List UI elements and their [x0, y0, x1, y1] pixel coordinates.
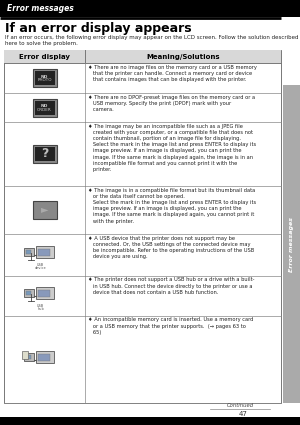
- Bar: [34, 203, 55, 217]
- Text: USB: USB: [37, 304, 44, 308]
- Text: 47: 47: [238, 411, 247, 417]
- Bar: [4, 50, 281, 63]
- Bar: [4, 50, 281, 403]
- Text: If an error occurs, the following error display may appear on the LCD screen. Fo: If an error occurs, the following error …: [5, 35, 298, 46]
- Text: Error messages: Error messages: [289, 216, 294, 272]
- Text: PHOTO: PHOTO: [37, 78, 52, 82]
- Text: hub: hub: [37, 307, 44, 311]
- Text: device: device: [35, 266, 46, 270]
- Text: ♦ There are no DPOF-preset image files on the memory card or a
   USB memory. Sp: ♦ There are no DPOF-preset image files o…: [88, 94, 255, 112]
- Bar: [0, 417, 300, 425]
- Bar: [34, 100, 55, 114]
- Text: Continued: Continued: [226, 403, 254, 408]
- Bar: [38, 354, 50, 360]
- Bar: [23, 352, 34, 360]
- Text: ?: ?: [41, 147, 48, 160]
- Bar: [38, 249, 50, 256]
- Bar: [38, 290, 50, 297]
- Text: ♦ A USB device that the printer does not support may be
   connected. Or, the US: ♦ A USB device that the printer does not…: [88, 235, 254, 259]
- Text: NO: NO: [41, 74, 48, 79]
- Bar: [35, 351, 53, 363]
- Text: USB: USB: [37, 263, 44, 267]
- Text: NO: NO: [41, 104, 48, 108]
- Bar: [34, 71, 55, 85]
- Text: ♦ The printer does not support a USB hub or a drive with a built-
   in USB hub.: ♦ The printer does not support a USB hub…: [88, 278, 254, 295]
- Bar: [23, 248, 34, 256]
- Text: ►: ►: [41, 204, 48, 215]
- Bar: [22, 351, 28, 359]
- Bar: [32, 69, 56, 87]
- Bar: [26, 354, 31, 359]
- Text: Error display: Error display: [19, 54, 70, 60]
- Bar: [23, 289, 34, 297]
- Text: ♦ There are no image files on the memory card or a USB memory
   that the printe: ♦ There are no image files on the memory…: [88, 65, 257, 82]
- Bar: [26, 291, 31, 295]
- Bar: [35, 287, 53, 299]
- Bar: [26, 250, 31, 254]
- Bar: [34, 147, 55, 161]
- Text: Meaning/Solutions: Meaning/Solutions: [146, 54, 220, 60]
- Text: Error messages: Error messages: [7, 4, 74, 13]
- Text: ♦ The image is in a compatible file format but its thumbnail data
   or the data: ♦ The image is in a compatible file form…: [88, 187, 256, 224]
- Bar: [32, 201, 56, 219]
- Text: ♦ The image may be an incompatible file such as a JPEG file
   created with your: ♦ The image may be an incompatible file …: [88, 124, 256, 172]
- Bar: [0, 0, 300, 17]
- Text: ORDER: ORDER: [37, 108, 52, 111]
- Bar: [283, 85, 300, 403]
- Bar: [32, 145, 56, 163]
- Text: If an error display appears: If an error display appears: [5, 22, 192, 35]
- Bar: [35, 246, 53, 258]
- Text: ♦ An incompatible memory card is inserted. Use a memory card
   or a USB memory : ♦ An incompatible memory card is inserte…: [88, 317, 254, 335]
- Bar: [32, 99, 56, 116]
